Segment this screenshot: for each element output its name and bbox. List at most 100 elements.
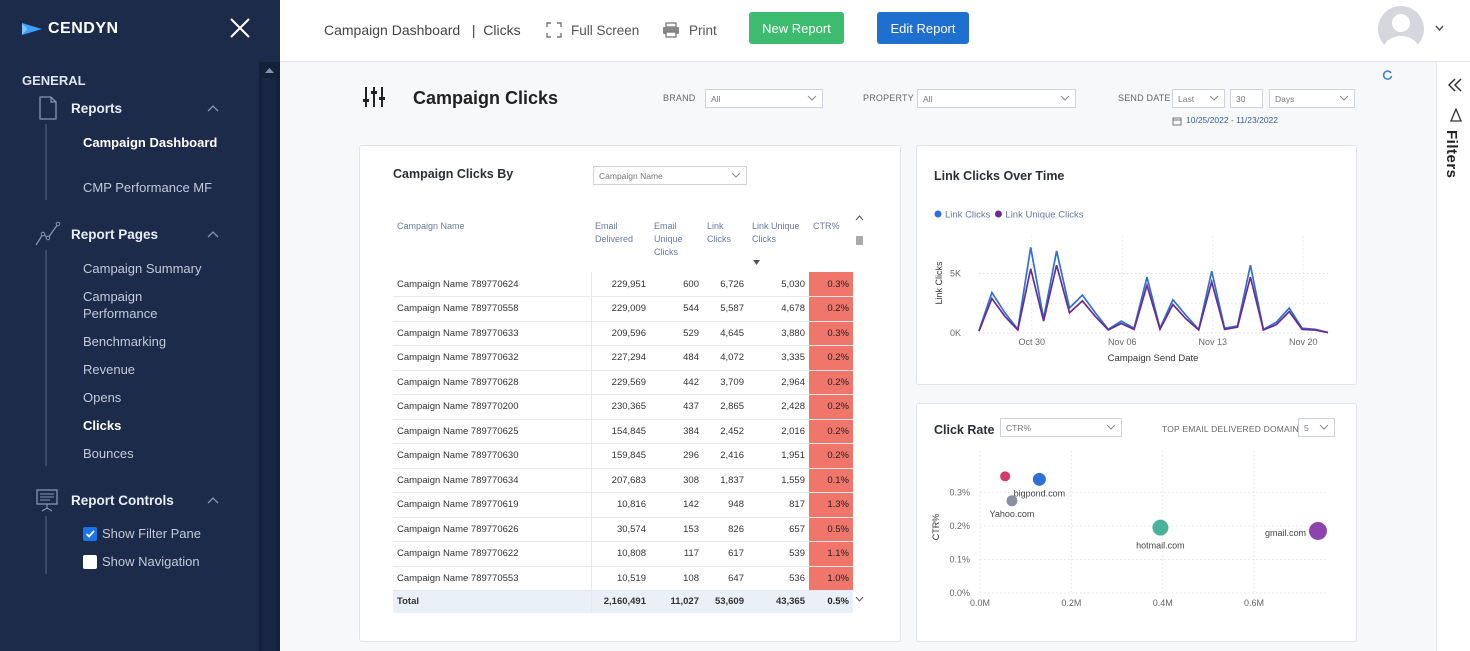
table-row[interactable]: Campaign Name 789770628 229,569 442 3,709 2,… — [393, 370, 853, 395]
table-row[interactable]: Campaign Name 789770632 227,294 484 4,072 3,… — [393, 345, 853, 371]
group-reports[interactable]: Reports — [34, 95, 122, 121]
cell-link-unique-clicks: 1,951 — [748, 443, 809, 469]
series-line[interactable] — [978, 264, 1329, 334]
chevron-up-icon[interactable] — [207, 104, 219, 112]
sidebar-scrollbar[interactable] — [259, 62, 280, 651]
scrollbar-thumb[interactable] — [856, 236, 863, 245]
col-header-ctr[interactable]: CTR% — [813, 221, 840, 231]
x-tick-label: Nov 06 — [1108, 337, 1137, 347]
col-header-email-unique-clicks[interactable]: Email Unique Clicks — [654, 221, 683, 257]
chevron-up-icon[interactable] — [207, 230, 219, 238]
group-report-pages[interactable]: Report Pages — [34, 221, 158, 247]
breadcrumb: Campaign Dashboard | Clicks — [324, 22, 521, 38]
table-row[interactable]: Campaign Name 789770622 10,808 117 617 539 1.… — [393, 541, 853, 567]
col-header-link-unique-clicks[interactable]: Link Unique Clicks — [748, 214, 809, 272]
col-header-campaign-name[interactable]: Campaign Name — [397, 221, 465, 231]
scatter-point[interactable] — [1032, 472, 1046, 486]
send-date-label: SEND DATE — [1118, 93, 1171, 103]
sidebar-item-benchmarking[interactable]: Benchmarking — [83, 334, 167, 349]
scatter-point[interactable] — [1152, 519, 1169, 536]
print-button[interactable]: Print — [662, 22, 717, 38]
show-navigation-checkbox[interactable]: Show Navigation — [83, 554, 200, 569]
new-report-button[interactable]: New Report — [749, 12, 844, 44]
group-by-select[interactable]: Campaign Name — [593, 166, 747, 185]
cell-campaign-name: Campaign Name 789770624 — [393, 272, 592, 297]
edit-report-button[interactable]: Edit Report — [877, 12, 969, 44]
presentation-icon — [36, 489, 58, 512]
x-tick-label: 0.6M — [1244, 598, 1264, 608]
table-row[interactable]: Campaign Name 789770625 154,845 384 2,452 2,… — [393, 419, 853, 444]
y-tick-label: 0.2% — [949, 521, 970, 531]
table-row[interactable]: Campaign Name 789770634 207,683 308 1,837 1,… — [393, 468, 853, 493]
full-screen-button[interactable]: Full Screen — [546, 22, 639, 38]
table-row[interactable]: Campaign Name 789770558 229,009 544 5,587 4,… — [393, 296, 853, 322]
scroll-up-icon[interactable] — [855, 214, 864, 222]
x-tick-label: 0.0M — [970, 598, 990, 608]
chevron-down-icon — [807, 95, 817, 101]
send-date-mode-select[interactable]: Last — [1172, 89, 1225, 108]
group-report-controls[interactable]: Report Controls — [34, 487, 174, 513]
scrollbar-thumb[interactable] — [262, 78, 276, 651]
legend-label[interactable]: Link Clicks — [945, 210, 991, 221]
y-tick-label: 0.0% — [949, 588, 970, 598]
legend-marker — [994, 210, 1002, 218]
table-row[interactable]: Campaign Name 789770624 229,951 600 6,726 5,… — [393, 272, 853, 297]
filters-pane[interactable]: Filters — [1436, 62, 1470, 651]
scatter-chart[interactable]: 0.0% 0.1% 0.2% 0.3% 0.0M 0.2M 0.4M 0.6M CTR% bigp… — [916, 445, 1357, 640]
table-row[interactable]: Campaign Name 789770200 230,365 437 2,865 2,… — [393, 394, 853, 420]
document-icon — [39, 96, 57, 120]
sidebar-item-campaign-dashboard[interactable]: Campaign Dashboard — [83, 135, 218, 150]
group-by-value: Campaign Name — [599, 171, 663, 181]
series-line[interactable] — [978, 247, 1329, 334]
click-rate-metric-select[interactable]: CTR% — [1000, 418, 1122, 437]
table-row[interactable]: Campaign Name 789770553 10,519 108 647 536 1.… — [393, 566, 853, 591]
cell-campaign-name: Campaign Name 789770619 — [393, 492, 592, 518]
logo[interactable]: CENDYN — [22, 18, 119, 40]
cell-link-clicks: 4,645 — [703, 321, 748, 346]
brand-select[interactable]: All — [705, 89, 823, 108]
scroll-up-icon[interactable] — [259, 64, 280, 78]
sidebar-item-campaign-summary[interactable]: Campaign Summary — [83, 261, 202, 276]
refresh-icon[interactable] — [1382, 70, 1393, 81]
send-date-unit-select[interactable]: Days — [1269, 89, 1355, 108]
double-chevron-left-icon[interactable] — [1448, 78, 1462, 92]
cell-email-delivered: 209,596 — [591, 321, 650, 346]
chevron-down-icon[interactable] — [1435, 25, 1444, 31]
cell-email-unique-clicks: 529 — [650, 321, 703, 346]
table-scrollbar[interactable] — [855, 214, 864, 607]
table-row[interactable]: Campaign Name 789770630 159,845 296 2,416 1,… — [393, 443, 853, 469]
sidebar-item-clicks[interactable]: Clicks — [83, 418, 122, 433]
scatter-point[interactable] — [1006, 495, 1018, 507]
sidebar-item-campaign-performance[interactable]: Campaign Performance — [83, 289, 158, 321]
sidebar-item-revenue[interactable]: Revenue — [83, 362, 136, 377]
avatar[interactable] — [1378, 6, 1424, 52]
cell-email-delivered: 10,816 — [591, 492, 650, 518]
cell-email-delivered: 229,951 — [591, 272, 650, 297]
table-row[interactable]: Campaign Name 789770619 10,816 142 948 817 1.… — [393, 492, 853, 518]
checkbox-unchecked[interactable] — [83, 554, 97, 569]
table-row[interactable]: Campaign Name 789770633 209,596 529 4,645 3,… — [393, 321, 853, 346]
sidebar-item-opens[interactable]: Opens — [83, 390, 122, 405]
legend-label[interactable]: Link Unique Clicks — [1005, 210, 1083, 221]
sidebar-item-cmp-performance[interactable]: CMP Performance MF — [83, 180, 213, 195]
col-header-email-delivered[interactable]: Email Delivered — [595, 221, 634, 244]
scatter-point[interactable] — [1000, 471, 1011, 482]
show-filter-pane-checkbox[interactable]: Show Filter Pane — [83, 526, 201, 541]
col-header-link-clicks[interactable]: Link Clicks — [707, 221, 731, 244]
chevron-up-icon[interactable] — [207, 496, 219, 504]
scatter-point[interactable] — [1309, 521, 1327, 540]
table-row[interactable]: Campaign Name 789770626 30,574 153 826 657 0.… — [393, 517, 853, 542]
top-domain-count-select[interactable]: 5 — [1298, 418, 1335, 437]
click-rate-card — [916, 403, 1357, 642]
sidebar-item-bounces[interactable]: Bounces — [83, 446, 134, 461]
scroll-down-icon[interactable] — [855, 595, 864, 603]
send-date-count-input[interactable]: 30 — [1230, 89, 1263, 108]
calendar-icon[interactable] — [1172, 116, 1182, 126]
close-icon[interactable] — [226, 14, 254, 42]
property-select[interactable]: All — [917, 89, 1076, 108]
checkbox-checked[interactable] — [83, 526, 97, 541]
full-screen-label: Full Screen — [571, 22, 640, 38]
cell-link-clicks: 1,837 — [703, 468, 748, 493]
cell-campaign-name: Campaign Name 789770630 — [393, 443, 592, 469]
line-chart[interactable]: Link Clicks Link Unique Clicks 0K 5K Oct 30 N… — [916, 195, 1357, 380]
